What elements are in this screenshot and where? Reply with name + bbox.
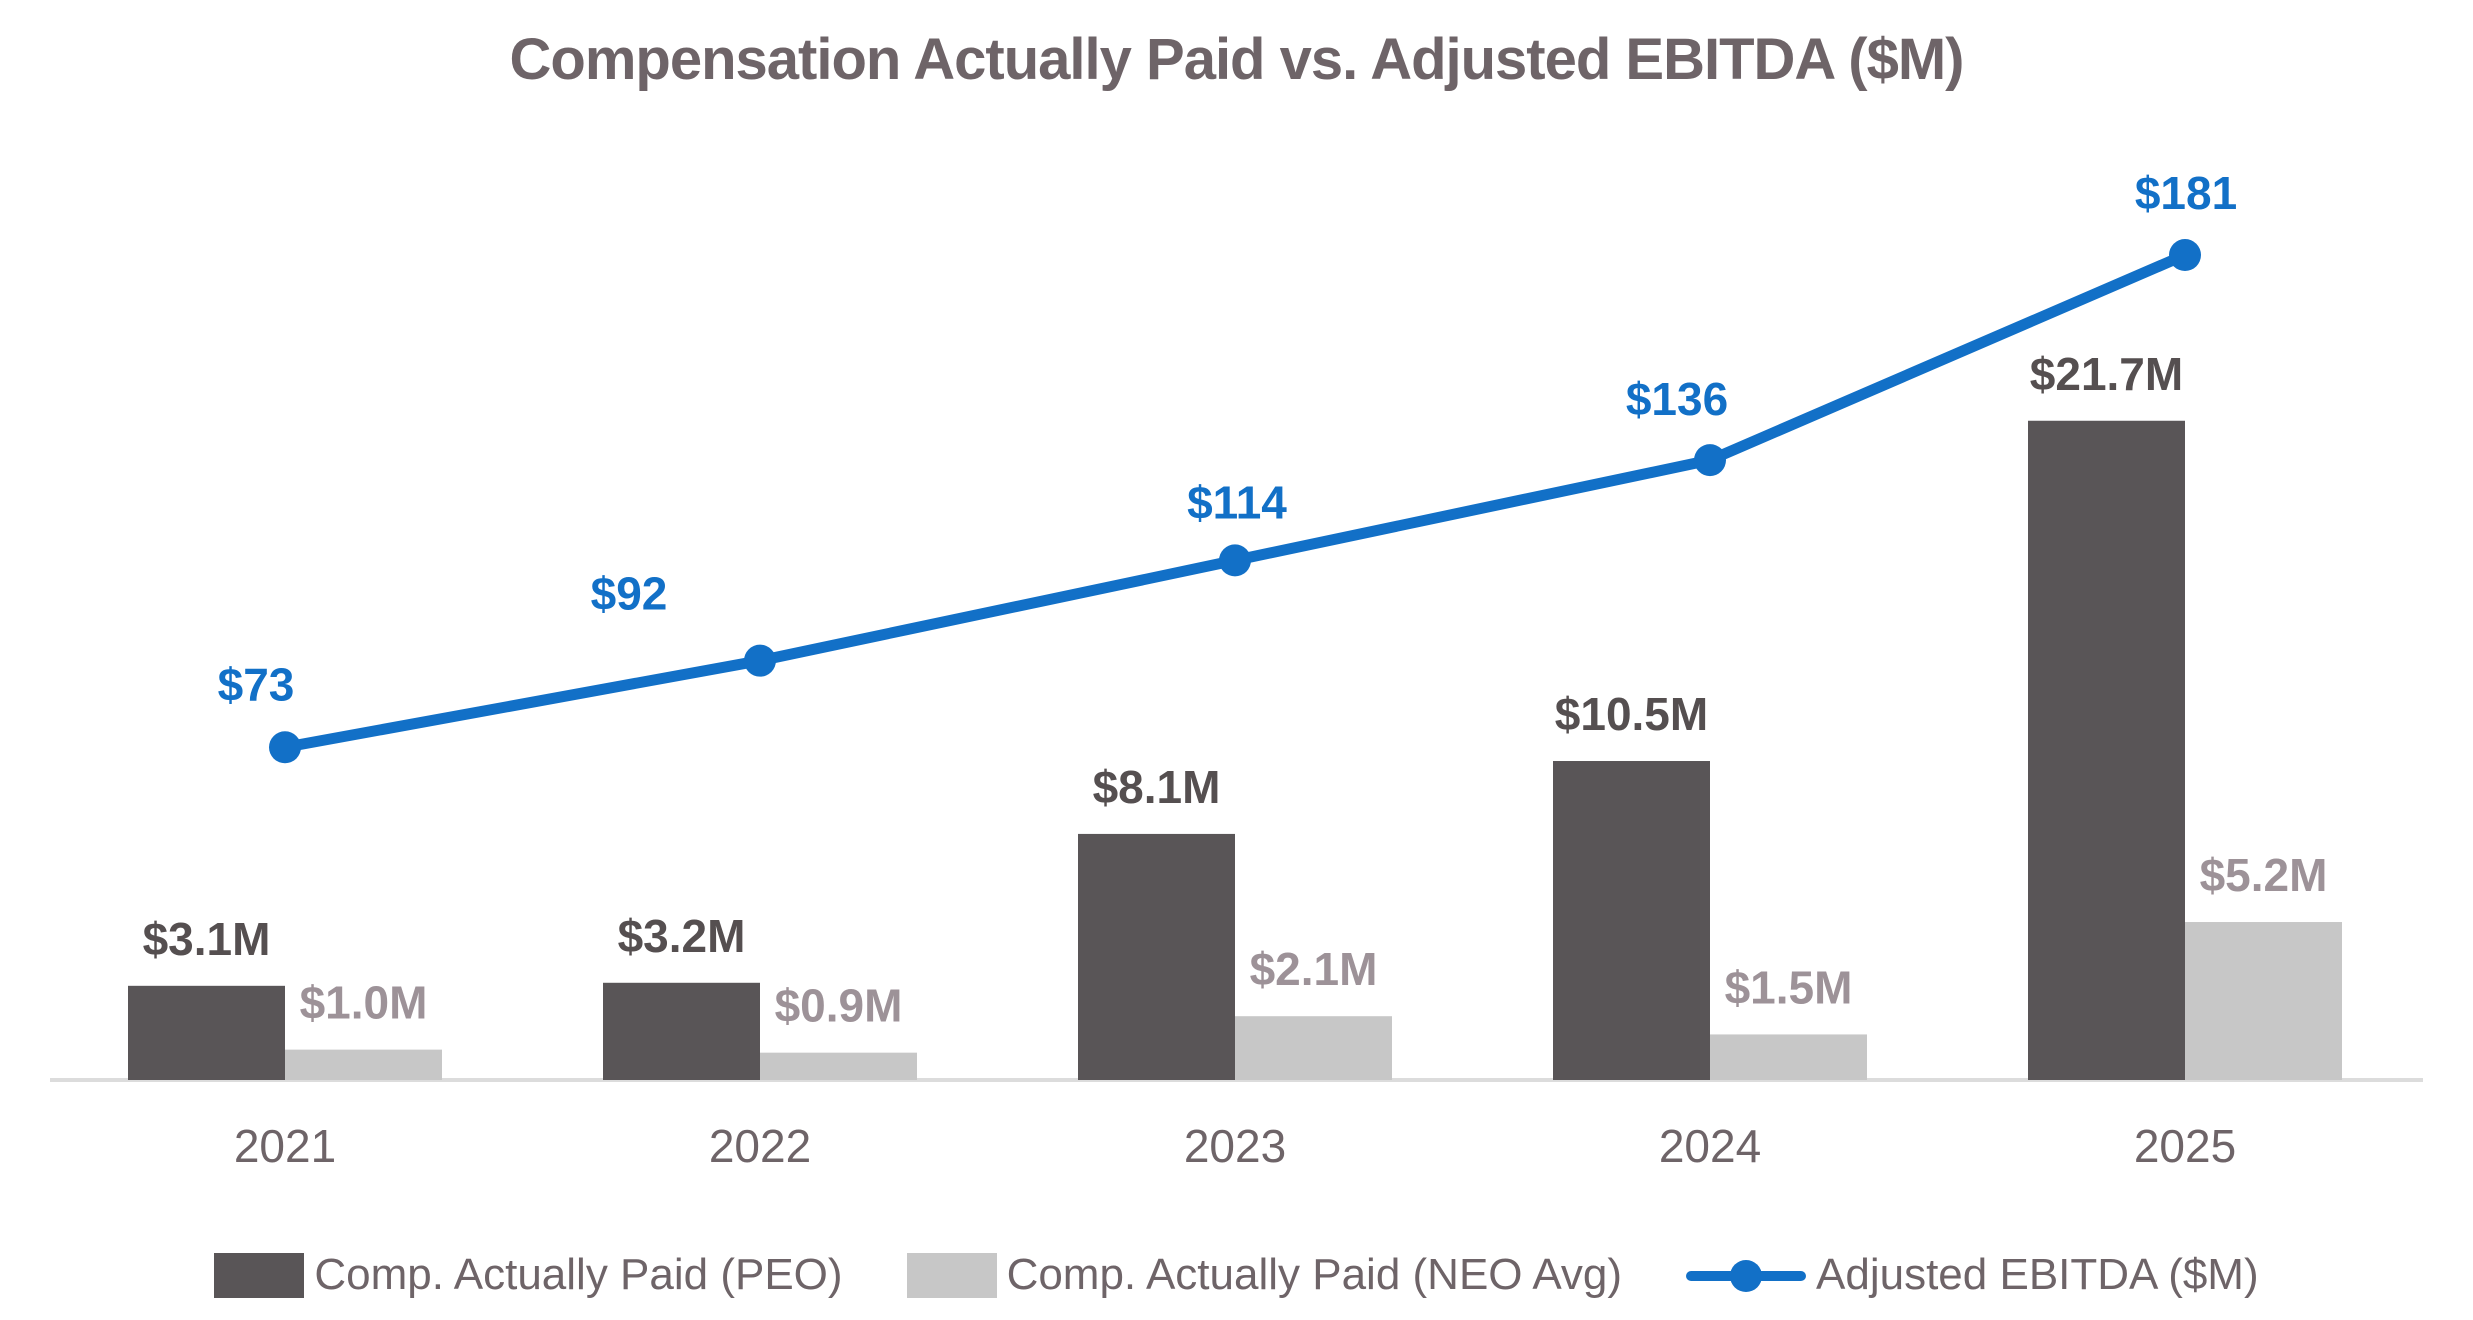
ebitda-point-2025 bbox=[2169, 239, 2201, 272]
x-axis-label-2021: 2021 bbox=[234, 1120, 336, 1172]
bar-neo-2023 bbox=[1235, 1016, 1392, 1080]
bar-label-neo-2025: $5.2M bbox=[2200, 849, 2328, 901]
ebitda-point-2021 bbox=[269, 731, 301, 764]
bar-neo-2024 bbox=[1710, 1034, 1867, 1080]
bar-label-peo-2022: $3.2M bbox=[618, 910, 746, 962]
bar-peo-2023 bbox=[1078, 833, 1235, 1080]
bar-peo-2025 bbox=[2028, 420, 2185, 1080]
bar-label-neo-2024: $1.5M bbox=[1725, 961, 1853, 1013]
bar-label-peo-2024: $10.5M bbox=[1555, 688, 1708, 740]
bar-label-neo-2021: $1.0M bbox=[300, 977, 428, 1029]
ebitda-label-2023: $114 bbox=[1187, 476, 1287, 528]
x-axis-label-2022: 2022 bbox=[709, 1120, 811, 1172]
legend-item-ebitda: Adjusted EBITDA ($M) bbox=[1686, 1250, 2259, 1300]
x-axis-label-2023: 2023 bbox=[1184, 1120, 1286, 1172]
ebitda-line-marker-icon bbox=[1686, 1253, 1807, 1298]
bar-neo-2025 bbox=[2185, 922, 2342, 1080]
chart-title: Compensation Actually Paid vs. Adjusted … bbox=[509, 27, 1965, 92]
bar-label-peo-2021: $3.1M bbox=[143, 913, 271, 965]
bar-neo-2021 bbox=[285, 1049, 442, 1080]
bar-label-neo-2022: $0.9M bbox=[775, 980, 903, 1032]
bar-peo-2021 bbox=[128, 985, 285, 1080]
ebitda-label-2025: $181 bbox=[2135, 167, 2237, 219]
legend-label-neo: Comp. Actually Paid (NEO Avg) bbox=[1006, 1250, 1623, 1299]
neo-swatch-icon bbox=[906, 1252, 997, 1298]
legend-item-neo: Comp. Actually Paid (NEO Avg) bbox=[906, 1250, 1623, 1300]
ebitda-point-2024 bbox=[1694, 444, 1726, 477]
bar-label-neo-2023: $2.1M bbox=[1250, 943, 1378, 995]
ebitda-label-2024: $136 bbox=[1626, 373, 1728, 425]
bar-label-peo-2023: $8.1M bbox=[1093, 761, 1221, 813]
legend-item-peo: Comp. Actually Paid (PEO) bbox=[214, 1250, 843, 1300]
legend-label-ebitda: Adjusted EBITDA ($M) bbox=[1816, 1250, 2259, 1299]
bar-label-peo-2025: $21.7M bbox=[2030, 348, 2183, 400]
bar-peo-2024 bbox=[1553, 761, 1710, 1080]
peo-swatch-icon bbox=[214, 1252, 305, 1298]
ebitda-point-2022 bbox=[744, 644, 776, 677]
x-axis-label-2025: 2025 bbox=[2134, 1120, 2236, 1172]
ebitda-label-2021: $73 bbox=[218, 658, 295, 710]
bar-neo-2022 bbox=[760, 1052, 917, 1080]
legend-label-peo: Comp. Actually Paid (PEO) bbox=[314, 1250, 843, 1299]
bar-peo-2022 bbox=[603, 982, 760, 1080]
ebitda-point-2023 bbox=[1219, 544, 1251, 577]
legend: Comp. Actually Paid (PEO) Comp. Actually… bbox=[0, 1238, 2473, 1312]
x-axis-label-2024: 2024 bbox=[1659, 1120, 1761, 1172]
ebitda-label-2022: $92 bbox=[591, 568, 668, 620]
